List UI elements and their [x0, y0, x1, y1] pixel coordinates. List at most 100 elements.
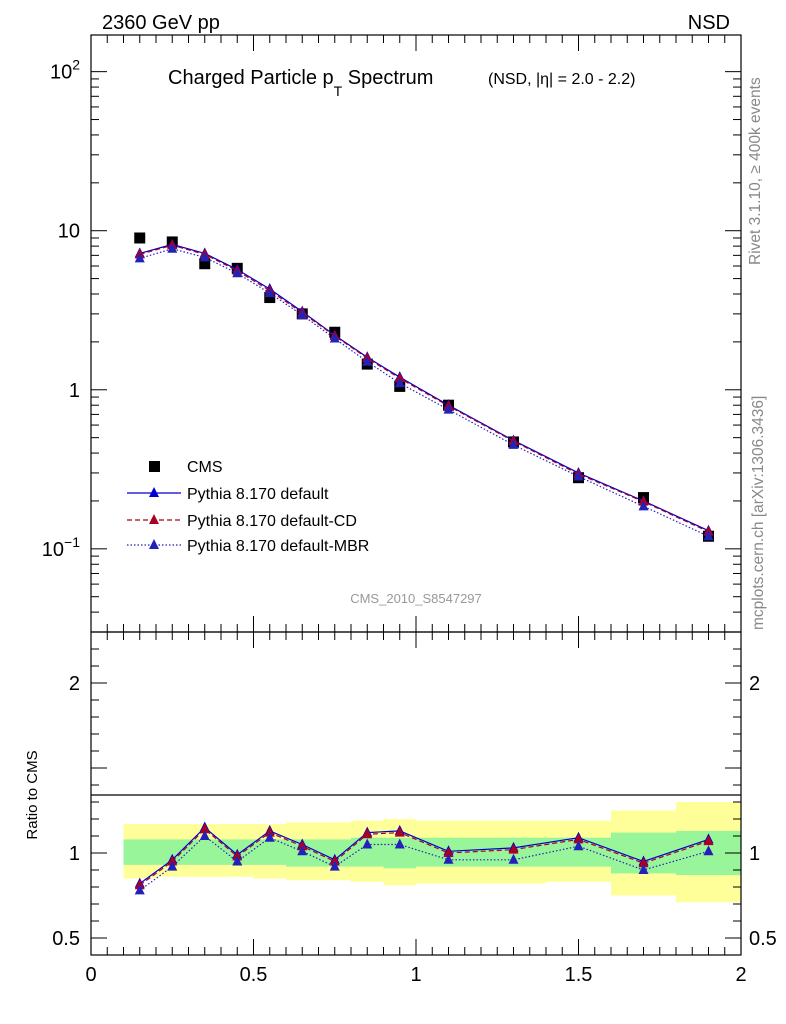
- x-tick-label: 0.5: [240, 964, 268, 986]
- ratio-point-2: [638, 864, 649, 874]
- header-left: 2360 GeV pp: [102, 12, 220, 34]
- ratio-line-0: [139, 826, 709, 885]
- y-tick-label: 10−1: [42, 534, 80, 561]
- legend-entry-cms: CMS: [149, 459, 223, 476]
- legend-label-cms: CMS: [187, 459, 223, 476]
- ratio-y-tick-label: 2: [69, 673, 80, 695]
- ratio-point-2: [573, 840, 584, 851]
- legend-label-cd: Pythia 8.170 default-CD: [187, 513, 357, 530]
- ratio-point-2: [167, 860, 178, 871]
- ratio-point-2: [329, 860, 340, 871]
- data-point-mc-3: [232, 267, 243, 278]
- ratio-y-tick-label-right: 1: [749, 843, 760, 865]
- x-tick-label: 1: [410, 964, 421, 986]
- legend-marker-default: [149, 487, 159, 497]
- ratio-point-1: [638, 857, 649, 868]
- header-right: NSD: [688, 12, 730, 34]
- ratio-y-tick-label-right: 2: [749, 673, 760, 695]
- legend-entry-default: Pythia 8.170 default: [127, 486, 329, 503]
- ratio-point-1: [232, 850, 243, 861]
- data-point-mc-3: [297, 309, 308, 320]
- ratio-point-1: [264, 826, 275, 837]
- legend-label-mbr: Pythia 8.170 default-MBR: [187, 538, 369, 555]
- data-point-mc-3: [264, 287, 275, 298]
- data-point-mc-3: [703, 530, 714, 541]
- series-line-2: [139, 244, 709, 533]
- ratio-point-1: [199, 823, 210, 834]
- ratio-point-2: [199, 830, 210, 840]
- data-point-cms: [264, 292, 276, 304]
- ratio-point-2: [134, 884, 145, 895]
- data-point-mc-3: [362, 355, 373, 366]
- ratio-point-1: [443, 847, 454, 857]
- y-tick-label: 10: [58, 221, 80, 243]
- legend-entry-cd: Pythia 8.170 default-CD: [127, 513, 357, 530]
- ratio-y-tick-labels: 2 2 1 1 0.5 0.5: [52, 673, 777, 950]
- data-point-mc-3: [199, 251, 210, 262]
- data-point-cms: [134, 232, 146, 244]
- ratio-point-2: [443, 853, 454, 864]
- ratio-point-1: [167, 855, 178, 866]
- ratio-y-axis-label: Ratio to CMS: [24, 750, 41, 839]
- ratio-y-tick-label-right: 0.5: [749, 928, 777, 950]
- ratio-y-tick-label: 0.5: [52, 928, 80, 950]
- ratio-point-1: [394, 826, 405, 837]
- legend-marker-cd: [149, 514, 159, 524]
- mcplots-label: mcplots.cern.ch [arXiv:1306.3436]: [750, 396, 767, 630]
- main-y-tick-labels: 102 10 1 10−1: [42, 57, 80, 561]
- main-ticks: [90, 35, 742, 633]
- ratio-point-2: [362, 838, 373, 849]
- data-point-mc-3: [638, 500, 649, 511]
- y-tick-label: 1: [69, 380, 80, 402]
- ratio-plot-frame: [90, 631, 742, 956]
- ratio-panel: 2 21 10.5 0.5 0 0.5 1 1.5 2 Ratio to CMS: [24, 631, 777, 986]
- legend: CMS Pythia 8.170 default Pythia 8.170 de…: [127, 459, 369, 555]
- data-point-mc-3: [167, 242, 178, 253]
- ratio-point-2: [297, 845, 308, 856]
- ratio-point-1: [362, 828, 373, 839]
- x-tick-label: 2: [735, 964, 746, 986]
- legend-entry-mbr: Pythia 8.170 default-MBR: [127, 538, 369, 555]
- x-tick-labels: 0 0.5 1 1.5 2: [85, 964, 746, 986]
- ratio-series: [134, 821, 714, 895]
- legend-marker-mbr: [149, 539, 159, 549]
- data-point-mc-3: [329, 332, 340, 343]
- chart-title: Charged Particle pT Spectrum: [168, 67, 433, 99]
- ratio-point-1: [703, 835, 714, 846]
- data-point-mc-3: [134, 252, 145, 263]
- ratio-line-2: [139, 835, 709, 891]
- y-tick-label: 102: [50, 57, 80, 84]
- ratio-point-2: [703, 845, 714, 856]
- data-point-mc-3: [508, 438, 519, 449]
- ratio-point-2: [232, 855, 243, 866]
- ratio-point-2: [508, 853, 519, 864]
- ratio-ticks: [90, 632, 742, 955]
- ratio-point-2: [394, 838, 405, 849]
- ratio-point-1: [329, 855, 340, 866]
- data-point-cms: [199, 258, 211, 270]
- uncertainty-band-stat: [253, 839, 286, 865]
- data-point-mc-3: [573, 470, 584, 481]
- data-point-mc-3: [394, 377, 405, 388]
- series-line-3: [139, 248, 709, 537]
- analysis-watermark: CMS_2010_S8547297: [350, 591, 482, 606]
- ratio-bands: [123, 802, 741, 903]
- ratio-point-1: [508, 843, 519, 854]
- x-tick-label: 0: [85, 964, 96, 986]
- series-line-1: [139, 243, 709, 532]
- legend-label-default: Pythia 8.170 default: [187, 486, 329, 503]
- ratio-y-tick-label: 1: [69, 843, 80, 865]
- main-series: [134, 232, 714, 542]
- ratio-point-1: [134, 879, 145, 890]
- uncertainty-band-stat: [123, 839, 156, 865]
- data-point-mc-3: [443, 403, 454, 414]
- ratio-point-2: [264, 831, 275, 842]
- ratio-point-1: [297, 840, 308, 851]
- legend-marker-cms: [149, 461, 160, 472]
- uncertainty-band-stat: [188, 839, 221, 865]
- ratio-point-1: [573, 833, 584, 844]
- x-tick-label: 1.5: [565, 964, 593, 986]
- chart-title-cut: (NSD, |η| = 2.0 - 2.2): [488, 71, 635, 88]
